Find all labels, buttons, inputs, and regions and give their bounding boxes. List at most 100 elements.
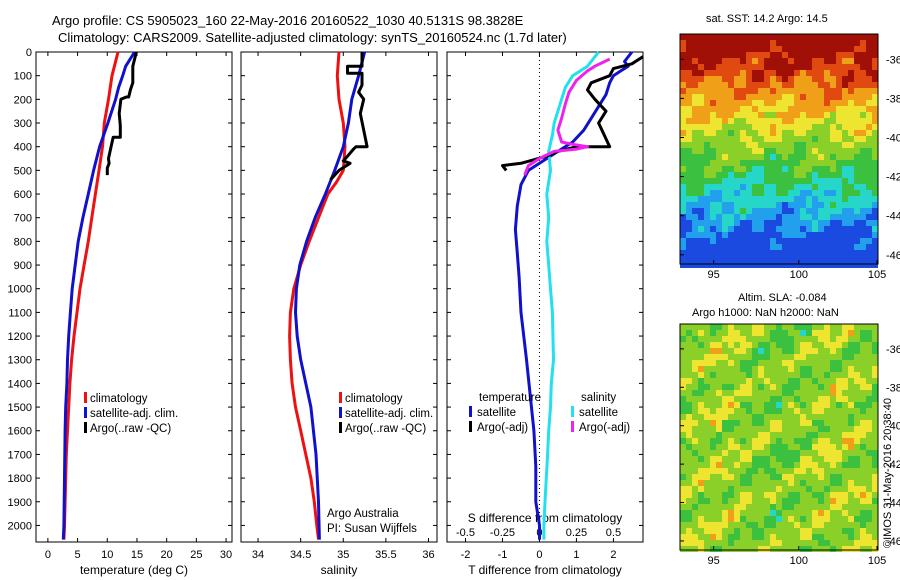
map-pixel xyxy=(782,408,788,414)
map-pixel xyxy=(872,148,878,154)
map-pixel xyxy=(704,444,710,450)
y-tick-label: 1500 xyxy=(8,402,32,414)
map-pixel xyxy=(770,432,776,438)
map-pixel xyxy=(788,100,794,106)
map-pixel xyxy=(830,450,836,456)
map-pixel xyxy=(716,540,722,546)
map-pixel xyxy=(854,112,860,118)
map-pixel xyxy=(848,34,854,40)
map-pixel xyxy=(776,426,782,432)
map-pixel xyxy=(746,330,752,336)
map-pixel xyxy=(860,112,866,118)
map-pixel xyxy=(740,510,746,516)
map-pixel xyxy=(818,34,824,40)
map-pixel xyxy=(692,486,698,492)
map-pixel xyxy=(686,408,692,414)
map-pixel xyxy=(854,366,860,372)
map-pixel xyxy=(764,148,770,154)
map-pixel xyxy=(764,426,770,432)
map-pixel xyxy=(680,516,686,522)
map-pixel xyxy=(758,226,764,232)
map-pixel xyxy=(782,474,788,480)
map-pixel xyxy=(806,166,812,172)
map-pixel xyxy=(770,534,776,540)
map-pixel xyxy=(842,456,848,462)
map-pixel xyxy=(734,510,740,516)
map-pixel xyxy=(722,462,728,468)
map-pixel xyxy=(698,82,704,88)
map-pixel xyxy=(692,330,698,336)
map-pixel xyxy=(716,88,722,94)
map-pixel xyxy=(812,366,818,372)
map-pixel xyxy=(824,64,830,70)
map-pixel xyxy=(812,444,818,450)
map-pixel xyxy=(704,76,710,82)
map-pixel xyxy=(758,220,764,226)
map-pixel xyxy=(746,154,752,160)
map-pixel xyxy=(794,196,800,202)
map-pixel xyxy=(686,136,692,142)
map-pixel xyxy=(710,172,716,178)
map-pixel xyxy=(860,232,866,238)
map-pixel xyxy=(818,498,824,504)
map-pixel xyxy=(710,178,716,184)
map-pixel xyxy=(860,262,866,268)
map-pixel xyxy=(692,324,698,330)
map-pixel xyxy=(728,366,734,372)
map-pixel xyxy=(764,52,770,58)
map-pixel xyxy=(734,486,740,492)
map-pixel xyxy=(824,504,830,510)
map-pixel xyxy=(842,480,848,486)
map-pixel xyxy=(734,142,740,148)
map-pixel xyxy=(794,516,800,522)
map-pixel xyxy=(854,390,860,396)
map-pixel xyxy=(830,510,836,516)
map-pixel xyxy=(752,196,758,202)
map-pixel xyxy=(824,70,830,76)
map-pixel xyxy=(752,336,758,342)
map-pixel xyxy=(854,148,860,154)
map-pixel xyxy=(866,148,872,154)
map-pixel xyxy=(716,148,722,154)
map-pixel xyxy=(842,196,848,202)
map-pixel xyxy=(818,420,824,426)
map-pixel xyxy=(854,408,860,414)
map-pixel xyxy=(758,250,764,256)
map-pixel xyxy=(854,324,860,330)
map-pixel xyxy=(746,202,752,208)
map-pixel xyxy=(734,238,740,244)
map-pixel xyxy=(692,396,698,402)
map-pixel xyxy=(830,420,836,426)
map-pixel xyxy=(812,468,818,474)
map-pixel xyxy=(860,438,866,444)
map-pixel xyxy=(722,546,728,552)
map-pixel xyxy=(830,384,836,390)
map-pixel xyxy=(758,480,764,486)
map-pixel xyxy=(854,70,860,76)
map-pixel xyxy=(782,232,788,238)
map-pixel xyxy=(704,342,710,348)
y-tick-label: 1900 xyxy=(8,497,32,509)
map-pixel xyxy=(686,232,692,238)
map-pixel xyxy=(824,348,830,354)
map-pixel xyxy=(770,498,776,504)
map-pixel xyxy=(848,444,854,450)
map-pixel xyxy=(788,130,794,136)
map-pixel xyxy=(860,64,866,70)
map-pixel xyxy=(860,330,866,336)
map-pixel xyxy=(764,420,770,426)
map-pixel xyxy=(782,342,788,348)
map-pixel xyxy=(770,510,776,516)
map-pixel xyxy=(848,196,854,202)
map-pixel xyxy=(776,208,782,214)
map-pixel xyxy=(872,142,878,148)
map-pixel xyxy=(686,82,692,88)
map-pixel xyxy=(752,522,758,528)
map-pixel xyxy=(866,522,872,528)
map-pixel xyxy=(860,178,866,184)
map-pixel xyxy=(794,154,800,160)
map-pixel xyxy=(764,486,770,492)
map-pixel xyxy=(830,166,836,172)
map-pixel xyxy=(716,522,722,528)
map-pixel xyxy=(722,360,728,366)
